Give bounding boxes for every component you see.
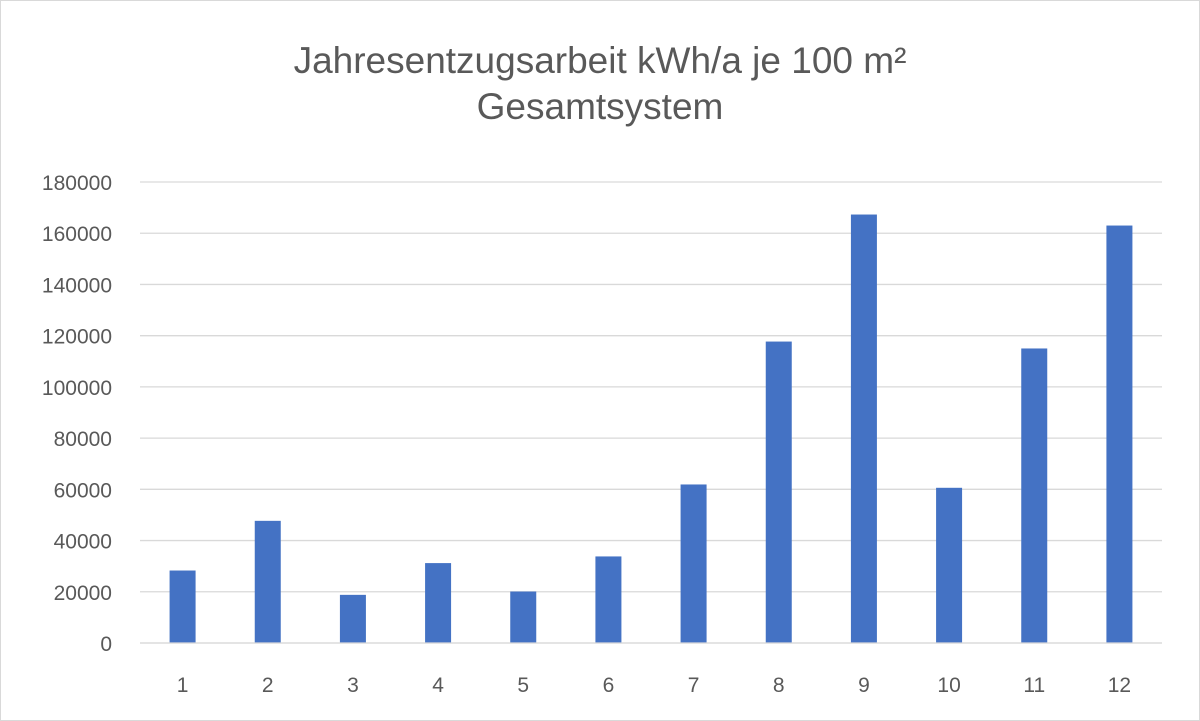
- bar: [1021, 348, 1048, 643]
- x-tick-label: 5: [517, 674, 529, 697]
- x-tick-label: 6: [603, 674, 615, 697]
- x-tick-label: 7: [688, 674, 700, 697]
- y-tick-label: 140000: [42, 274, 112, 297]
- x-tick-label: 1: [177, 674, 189, 697]
- bar: [936, 487, 963, 643]
- chart-title-line2: Gesamtsystem: [476, 86, 724, 127]
- bar: [680, 484, 707, 643]
- x-tick-label: 12: [1108, 674, 1131, 697]
- y-tick-label: 100000: [42, 377, 112, 400]
- bar: [339, 594, 366, 643]
- chart-title-line1: Jahresentzugsarbeit kWh/a je 100 m²: [293, 40, 907, 81]
- bar: [510, 591, 537, 643]
- chart-title: Jahresentzugsarbeit kWh/a je 100 m² Gesa…: [0, 38, 1200, 130]
- bar: [1106, 225, 1133, 644]
- x-tick-label: 11: [1023, 674, 1045, 697]
- y-tick-label: 0: [100, 633, 112, 656]
- bar: [169, 570, 196, 643]
- bar: [254, 520, 281, 643]
- x-tick-label: 4: [432, 674, 444, 697]
- bar: [425, 563, 452, 643]
- y-tick-label: 180000: [42, 172, 112, 195]
- x-tick-label: 10: [937, 674, 960, 697]
- y-tick-label: 120000: [42, 326, 112, 349]
- x-tick-label: 3: [347, 674, 359, 697]
- y-tick-label: 80000: [54, 428, 112, 451]
- bar: [595, 556, 622, 643]
- x-tick-label: 2: [262, 674, 274, 697]
- y-tick-label: 60000: [54, 479, 112, 502]
- x-tick-label: 9: [858, 674, 870, 697]
- y-tick-label: 20000: [54, 582, 112, 605]
- x-tick-label: 8: [773, 674, 785, 697]
- y-tick-label: 160000: [42, 223, 112, 246]
- bar: [765, 341, 792, 643]
- bar: [850, 214, 877, 643]
- y-tick-label: 40000: [54, 531, 112, 554]
